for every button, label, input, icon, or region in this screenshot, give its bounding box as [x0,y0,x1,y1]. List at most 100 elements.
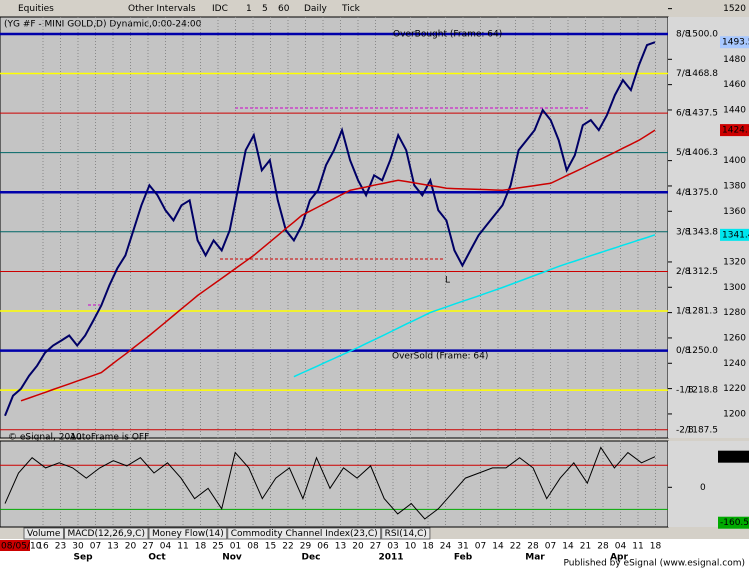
x-tick-label: 01 [230,542,241,552]
price-tag-label: 1341.4 [722,230,749,240]
indicator-tab[interactable] [227,527,382,540]
x-tick-label: 08 [247,542,259,552]
x-tick-label: 28 [597,542,609,552]
toolbar-button[interactable]: 1 [246,4,252,14]
x-tick-label: 11 [632,542,643,552]
indicator-tab-label[interactable]: Volume [27,529,61,539]
y-tick-label: 1240 [723,359,746,369]
x-tick-label: 29 [300,542,312,552]
x-tick-label: 20 [352,542,364,552]
price-tag-label: 1493.5 [722,38,749,48]
level-name: 1/8 [676,306,691,316]
level-name: 7/8 [676,69,691,79]
y-tick-label: 1520 [723,4,746,14]
level-value: 1312.5 [687,267,719,277]
y-tick-label: 1380 [723,181,746,191]
toolbar-button[interactable]: Tick [341,4,361,14]
x-tick-label: 04 [615,542,627,552]
annotation: L [445,276,450,286]
toolbar-button[interactable]: Daily [304,4,327,14]
x-month-label: Feb [454,553,473,563]
level-value: 1500.0 [687,29,719,39]
x-tick-label: 22 [282,542,293,552]
indicator-tag-label: 138.92 [720,452,749,462]
x-tick-label: 31 [457,542,468,552]
y-tick-label: 1200 [723,409,746,419]
indicator-line [4,446,656,520]
x-tick-label: 18 [195,542,207,552]
y-tick-label: 1480 [723,55,746,65]
x-tick-label: 20 [125,542,137,552]
indicator-tab[interactable] [63,527,149,540]
x-tick-label: 22 [510,542,521,552]
indicator-tab[interactable] [23,527,64,540]
indicator-tab-label[interactable]: MACD(12,26,9,C) [67,529,145,539]
x-tick-label: 13 [107,542,118,552]
x-month-label: 2011 [378,553,403,563]
indicator-tag-label: -160.58 [720,518,749,528]
toolbar-button[interactable]: Other Intervals [128,4,196,14]
start-date-box [0,540,30,551]
indicator-tab[interactable] [148,527,228,540]
indicator-tab[interactable] [381,527,431,540]
level-name: 4/8 [676,188,691,198]
x-tick-label: 03 [387,542,398,552]
chart-title: (YG #F - MINI GOLD,D) Dynamic,0:00-24:00 [4,20,202,30]
level-name: -2/8 [676,425,694,435]
level-value: 1437.5 [687,109,719,119]
x-tick-label: 30 [72,542,84,552]
x-tick-label: 15 [265,542,276,552]
x-tick-label: 07 [475,542,486,552]
level-name: 0/8 [676,346,691,356]
x-tick-label: 24 [440,542,452,552]
indicator-tag [718,450,749,463]
moving-average [293,234,656,378]
x-month-label: Dec [302,553,321,563]
x-tick-label: 07 [90,542,101,552]
level-value: 1187.5 [687,425,719,435]
price-panel [0,16,669,439]
indicator-tab-label[interactable]: RSI(14,C) [385,529,427,539]
price-tag [720,36,749,49]
level-value: 1250.0 [687,346,719,356]
y-tick-label: 1360 [723,207,746,217]
level-name: 8/8 [676,29,691,39]
x-tick-label: 04 [160,542,172,552]
start-date: 08/05/10 [1,542,42,552]
indicator-tab-label[interactable]: Commodity Channel Index(23,C) [231,529,378,539]
x-tick-label: 07 [545,542,556,552]
toolbar-button[interactable]: IDC [212,4,228,14]
price-tag [720,124,749,137]
level-name: 5/8 [676,148,691,158]
toolbar-button[interactable]: 5 [262,4,268,14]
level-value: 1375.0 [687,188,719,198]
level-value: 1281.3 [687,306,719,316]
toolbar-button[interactable]: Equities [18,4,54,14]
x-tick-label: 10 [405,542,417,552]
level-value: 1468.8 [687,69,719,79]
x-tick-label: 21 [580,542,591,552]
date-axis-bg [0,539,749,570]
x-tick-label: 18 [422,542,434,552]
level-name: 3/8 [676,227,691,237]
annotation: AutoFrame is OFF [70,433,149,443]
indicator-tick-label: 0 [700,483,706,493]
x-tick-label: 16 [37,542,49,552]
toolbar-button[interactable]: 60 [278,4,290,14]
y-tick-label: 1440 [723,105,746,115]
indicator-tab-label[interactable]: Money Flow(14) [152,529,224,539]
footer: Published by eSignal (www.esignal.com) [563,559,745,569]
price-tag [720,228,749,241]
x-tick-label: 14 [562,542,574,552]
x-tick-label: 13 [335,542,346,552]
level-name: 2/8 [676,267,691,277]
level-value: 1218.8 [687,386,719,396]
x-tick-label: 14 [492,542,504,552]
price-axis-bg [668,17,749,438]
moving-average [20,129,656,402]
price-line [4,41,656,417]
x-month-label: Mar [525,553,545,563]
y-tick-label: 1460 [723,80,746,90]
